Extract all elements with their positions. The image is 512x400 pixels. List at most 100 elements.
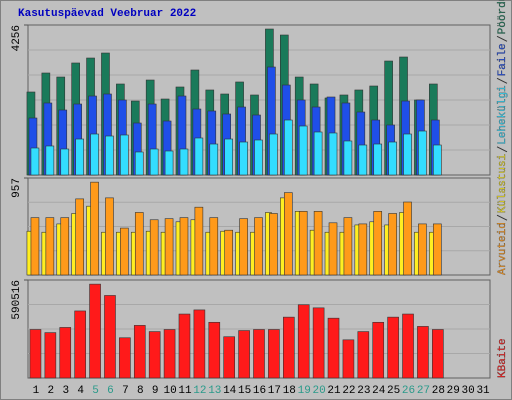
x-tick-label: 21	[327, 385, 341, 397]
bar	[164, 150, 174, 176]
bar	[284, 192, 293, 276]
bar	[178, 313, 191, 379]
bar	[179, 217, 189, 276]
bar	[104, 295, 116, 379]
x-tick-label: 29	[447, 385, 460, 397]
bar	[358, 223, 368, 276]
bar	[328, 132, 338, 176]
bar	[418, 130, 427, 176]
bar	[357, 331, 370, 379]
x-tick-label: 2	[48, 385, 55, 397]
x-tick-label: 14	[223, 385, 237, 397]
bar	[75, 138, 84, 176]
bar	[74, 310, 86, 379]
bar	[268, 329, 280, 379]
bar	[164, 218, 174, 276]
bar	[44, 332, 57, 379]
x-tick-label: 20	[313, 385, 326, 397]
bar	[29, 329, 42, 379]
bar	[372, 321, 385, 379]
bar	[60, 148, 70, 176]
legend-entry: Faile	[497, 43, 509, 76]
bar	[134, 151, 144, 176]
bar	[388, 213, 397, 276]
bar	[343, 140, 353, 176]
bar	[328, 222, 338, 276]
bar	[224, 138, 233, 176]
x-tick-label: 25	[387, 385, 400, 397]
bar	[105, 197, 114, 276]
bar	[253, 329, 265, 379]
bar	[402, 313, 414, 379]
x-tick-label: 23	[357, 385, 370, 397]
bar	[269, 133, 278, 176]
bar	[239, 218, 248, 276]
legend-entry: Külastusi	[497, 153, 509, 213]
x-tick-label: 8	[137, 385, 144, 397]
bar	[433, 144, 442, 176]
bar	[403, 201, 412, 276]
bar	[209, 143, 219, 176]
bar	[59, 327, 72, 379]
bar	[417, 326, 429, 379]
bar	[119, 337, 131, 379]
x-tick-label: 6	[107, 385, 114, 397]
bar	[387, 316, 399, 379]
bar	[30, 147, 40, 176]
bar	[149, 148, 159, 176]
bar	[224, 229, 233, 276]
x-tick-label: 15	[238, 385, 251, 397]
bar	[90, 181, 99, 276]
legend-entry: Pöördumisi	[497, 0, 509, 34]
bar	[298, 125, 308, 176]
bar	[388, 141, 397, 176]
bar	[418, 223, 427, 276]
legend-entry: Lehekülgi	[497, 85, 509, 145]
bar	[239, 141, 248, 176]
x-tick-label: 31	[476, 385, 490, 397]
x-tick-label: 16	[253, 385, 266, 397]
bar	[193, 309, 206, 379]
bar	[238, 330, 250, 379]
bar	[269, 213, 278, 276]
bar	[254, 217, 263, 276]
x-tick-label: 22	[342, 385, 355, 397]
bar	[373, 211, 383, 276]
legend-separator	[496, 146, 508, 153]
x-tick-label: 1	[33, 385, 40, 397]
bar	[432, 329, 444, 379]
x-tick-label: 17	[268, 385, 281, 397]
x-tick-label: 28	[432, 385, 445, 397]
x-tick-label: 11	[178, 385, 192, 397]
x-tick-label: 26	[402, 385, 415, 397]
bar	[373, 143, 383, 176]
bar	[283, 316, 295, 379]
bar	[163, 329, 176, 379]
legend: Arvuteid Külastusi Lehekülgi Faile Pöördumis…	[496, 0, 509, 275]
bar	[297, 304, 310, 379]
bar	[194, 137, 204, 176]
bar	[313, 211, 323, 276]
bar	[358, 144, 368, 176]
legend-entry: Arvuteid	[497, 222, 509, 275]
bar	[148, 331, 161, 379]
chart-title: Kasutuspäevad Veebruar 2022	[18, 8, 196, 20]
bar	[89, 283, 101, 379]
bar	[120, 227, 129, 276]
x-tick-label: 10	[163, 385, 176, 397]
bar	[284, 119, 293, 176]
bar	[403, 133, 412, 176]
bar	[327, 317, 340, 379]
bar	[105, 135, 114, 176]
x-tick-label: 4	[77, 385, 84, 397]
bar	[30, 217, 40, 276]
bar	[45, 145, 55, 176]
legend-separator	[496, 35, 508, 42]
bar	[208, 321, 221, 379]
legend-separator	[496, 77, 508, 84]
bar	[60, 217, 70, 276]
bar	[298, 211, 308, 276]
bar	[209, 217, 219, 276]
